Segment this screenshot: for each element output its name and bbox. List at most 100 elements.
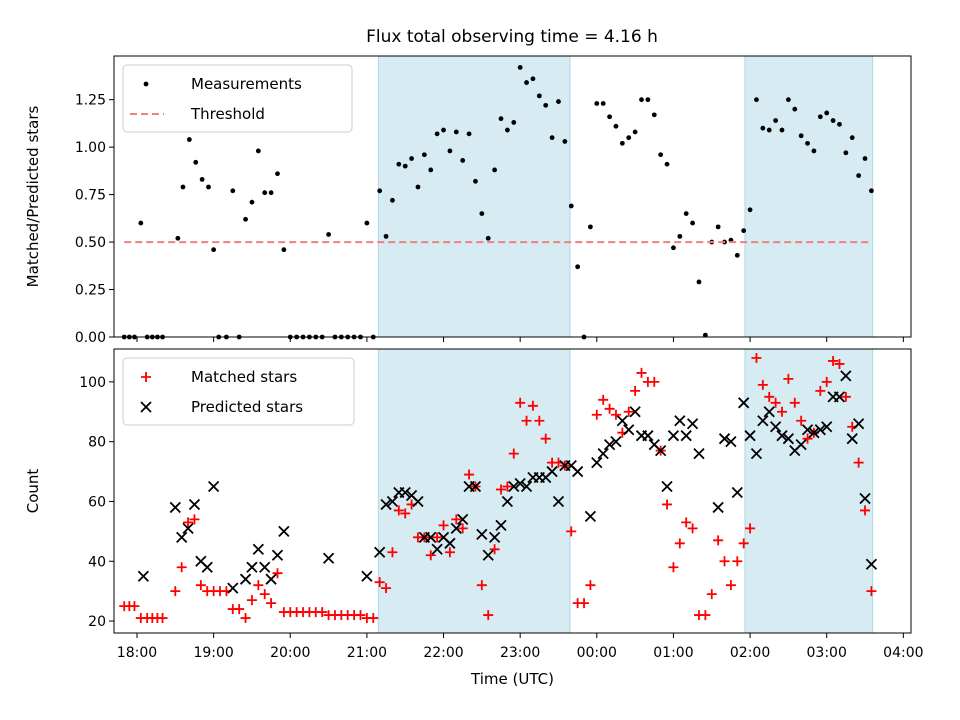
predicted-star-point <box>176 531 188 543</box>
predicted-star-point <box>776 430 788 442</box>
measurement-point <box>824 110 830 116</box>
predicted-star-point <box>425 531 437 543</box>
measurement-point <box>600 101 606 106</box>
predicted-star-point <box>380 498 392 511</box>
predicted-star-point <box>361 570 373 582</box>
predicted-star-point <box>444 537 456 549</box>
predicted-star-point <box>265 573 277 585</box>
measurement-point <box>441 127 446 133</box>
predicted-star-point <box>386 495 399 508</box>
measurement-point <box>434 131 440 137</box>
matched-star-point <box>129 601 140 612</box>
matched-star-point <box>821 376 832 387</box>
matched-star-point <box>234 604 245 615</box>
measurement-point <box>575 264 581 270</box>
predicted-star-point <box>514 477 526 490</box>
matched-star-point <box>591 409 602 420</box>
matched-star-point <box>840 391 851 402</box>
measurement-point <box>230 188 236 194</box>
matched-star-point <box>725 580 736 591</box>
matched-star-point <box>674 538 685 549</box>
matched-star-point <box>170 586 181 597</box>
measurement-point <box>549 135 555 141</box>
matched-star-point <box>400 508 411 519</box>
matched-star-point <box>828 355 839 366</box>
matched-star-point <box>598 394 609 405</box>
matched-star-point <box>387 547 398 558</box>
predicted-star-point <box>591 456 603 469</box>
matched-star-point <box>521 415 532 426</box>
predicted-star-point <box>712 501 724 514</box>
matched-star-point <box>713 535 724 546</box>
predicted-star-point <box>852 418 865 430</box>
measurement-point <box>613 123 619 129</box>
matched-star-point <box>483 610 494 621</box>
matched-star-point <box>266 598 277 609</box>
predicted-star-point <box>616 415 628 427</box>
matched-star-point <box>515 397 526 408</box>
matched-star-point <box>195 580 206 591</box>
highlight-span-2 <box>744 348 874 634</box>
x-tick-label: 22:00 <box>423 645 463 661</box>
measurement-point <box>377 188 383 194</box>
x-tick-label: 01:00 <box>653 645 693 661</box>
predicted-star-point <box>508 480 520 493</box>
y-axis-label: Matched/Predicted stars <box>24 106 42 288</box>
y-tick-label: 0.00 <box>75 330 106 346</box>
measurement-point <box>396 161 402 167</box>
predicted-star-point <box>374 546 386 558</box>
predicted-star-point <box>412 495 424 508</box>
x-tick-label: 21:00 <box>347 645 387 661</box>
y-tick-label: 20 <box>88 614 106 630</box>
chart-title: Flux total observing time = 4.16 h <box>366 27 658 47</box>
matched-star-point <box>860 505 871 516</box>
matched-star-point <box>464 469 475 480</box>
measurement-point <box>536 93 542 99</box>
measurement-point <box>619 140 625 146</box>
predicted-star-point <box>488 531 501 543</box>
predicted-star-point <box>782 433 795 445</box>
x-tick-label: 02:00 <box>730 645 770 661</box>
measurement-point <box>792 106 798 112</box>
matched-star-point <box>451 514 462 525</box>
measurement-point <box>594 101 600 106</box>
predicted-star-point <box>584 510 597 523</box>
predicted-star-point <box>572 465 584 478</box>
matched-star-point <box>317 607 328 618</box>
measurement-point <box>651 112 657 118</box>
predicted-star-point <box>469 480 482 493</box>
legend-label: Threshold <box>190 105 265 123</box>
legend-label: Measurements <box>191 75 302 93</box>
predicted-star-point <box>744 430 756 442</box>
y-tick-label: 0.25 <box>75 283 106 299</box>
matched-star-point <box>732 556 743 567</box>
legend-label: Predicted stars <box>191 398 303 416</box>
y-tick-label: 80 <box>88 435 106 451</box>
measurement-point <box>856 173 862 179</box>
predicted-star-point <box>597 447 609 460</box>
matched-star-point <box>476 580 487 591</box>
measurement-point <box>193 159 199 165</box>
measurement-point <box>409 156 414 161</box>
matched-star-point <box>770 397 781 408</box>
matched-star-point <box>745 523 756 534</box>
matched-star-point <box>789 397 800 408</box>
measurement-point <box>862 156 868 161</box>
predicted-star-point <box>846 433 858 445</box>
x-tick-label: 00:00 <box>577 645 617 661</box>
measurement-point <box>805 140 810 146</box>
measurement-point <box>626 135 632 141</box>
measurement-point <box>262 190 268 196</box>
predicted-star-point <box>629 406 641 418</box>
matched-star-point <box>623 406 634 417</box>
legend-box <box>122 64 353 133</box>
matched-star-point <box>176 562 187 573</box>
predicted-star-point <box>182 522 194 535</box>
matched-star-point <box>757 379 768 390</box>
matched-star-point <box>764 391 775 402</box>
measurement-point <box>817 114 823 120</box>
matched-star-point <box>368 613 379 624</box>
predicted-star-point <box>476 528 488 540</box>
measurement-point <box>645 97 651 103</box>
